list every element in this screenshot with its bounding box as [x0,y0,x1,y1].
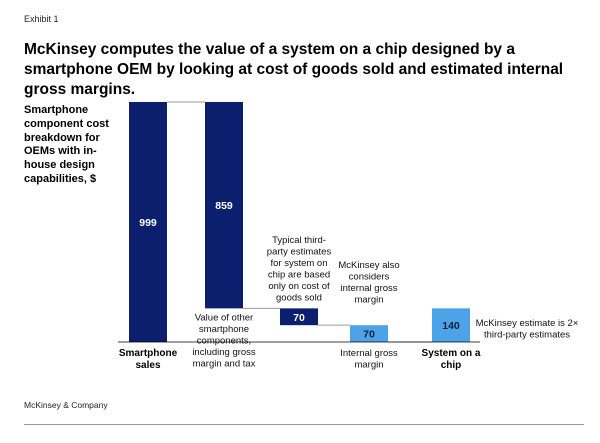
note-above: McKinsey also considers internal gross marg… [338,260,399,306]
bar-0 [129,102,167,342]
bar-2 [280,308,318,326]
chart-headline: McKinsey computes the value of a system … [24,41,564,99]
y-axis-label: Smartphone component cost breakdown for … [24,104,109,185]
bar-3 [350,325,388,342]
bar-4 [432,308,470,342]
annotation-text: McKinsey estimate is 2× third-party estim… [476,318,579,341]
note-below: Internal gross margin [340,348,398,371]
bar-value-label: 859 [215,200,233,212]
bar-value-label: 999 [139,217,157,229]
note-below: Value of other smartphone components, inclu… [192,312,256,369]
exhibit-label: Exhibit 1 [24,14,59,24]
note-above: Typical third-party estimates for system … [267,235,332,304]
x-axis-label: Smartphone sales [119,348,178,371]
footer-brand: McKinsey & Company [24,400,108,410]
bar-value-label: 140 [442,320,460,332]
bar-value-label: 70 [293,312,305,324]
x-axis-label: System on a chip [422,348,481,371]
bar-1 [205,102,243,309]
bar-value-label: 70 [363,329,375,341]
footer-divider [24,424,584,425]
